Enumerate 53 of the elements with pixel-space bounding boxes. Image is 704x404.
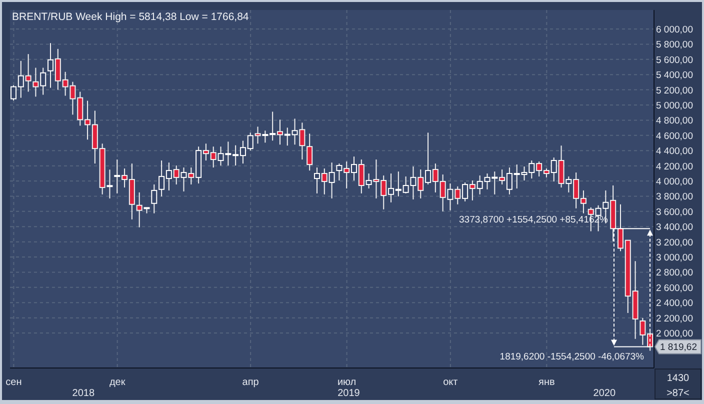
- candlestick: [299, 122, 306, 160]
- text: 2019: [338, 388, 360, 399]
- y-tick-label: 5 200,00: [656, 85, 693, 96]
- x-tick-label: дек: [109, 377, 126, 388]
- text: 1 819,62: [660, 342, 697, 354]
- candlestick: [173, 165, 180, 185]
- y-tick-label: 2 000,00: [656, 328, 693, 340]
- x-tick-label: сен: [6, 377, 22, 388]
- text: 2018: [72, 388, 95, 399]
- text: 1430: [666, 373, 690, 384]
- y-tick-label: 3 800,00: [656, 192, 693, 203]
- y-tick-label: 5 800,00: [656, 40, 693, 51]
- candlestick: [136, 192, 142, 228]
- candlestick: [469, 180, 476, 201]
- y-tick-label: 4 600,00: [656, 130, 693, 142]
- candlestick: [558, 145, 564, 188]
- y-tick-label: 6 000,00: [656, 24, 693, 36]
- y-tick-label: 4 200,00: [656, 161, 693, 172]
- candlestick: [418, 168, 424, 199]
- y-tick-label: 3 400,00: [656, 222, 693, 234]
- x-tick-label: апр: [242, 377, 260, 388]
- candlestick: [306, 133, 313, 172]
- y-tick-label: 2 400,00: [656, 298, 693, 310]
- y-tick-label: 2 600,00: [656, 282, 693, 294]
- x-tick-label: окт: [443, 377, 458, 388]
- candlestick: [25, 54, 32, 92]
- x-tick-label: янв: [538, 377, 555, 388]
- candlestick: [254, 126, 261, 144]
- candlestick: [454, 186, 461, 205]
- candlestick: [32, 67, 39, 98]
- y-tick-label: 3 600,00: [656, 206, 693, 218]
- y-tick-label: 4 800,00: [656, 116, 693, 127]
- y-tick-label: 4 400,00: [656, 146, 693, 158]
- candlestick: [499, 168, 506, 185]
- x-tick-label: июл: [337, 377, 356, 388]
- text: >87<: [666, 388, 690, 399]
- candlestick: [358, 159, 364, 194]
- candlestick: [344, 160, 350, 189]
- text: 2020: [593, 388, 616, 399]
- y-tick-label: 5 600,00: [656, 54, 693, 66]
- y-tick-label: 3 000,00: [656, 252, 693, 264]
- candlestick: [276, 119, 283, 146]
- legend-label: 1819,6200 -1554,2500 -46,0673%: [500, 352, 645, 363]
- y-tick-label: 4 000,00: [656, 176, 693, 188]
- candlestick: [151, 184, 158, 214]
- y-tick-label: 3 200,00: [656, 237, 693, 248]
- y-tick-label: 2 200,00: [656, 313, 693, 324]
- candlestick: [321, 168, 328, 195]
- y-tick-label: 2 800,00: [656, 268, 693, 279]
- candlestick: [188, 166, 194, 185]
- y-tick-label: 5 400,00: [656, 70, 693, 82]
- y-tick-label: 5 000,00: [656, 100, 693, 112]
- chart-title: BRENT/RUB Week High = 5814,38 Low = 1766,84: [12, 11, 249, 23]
